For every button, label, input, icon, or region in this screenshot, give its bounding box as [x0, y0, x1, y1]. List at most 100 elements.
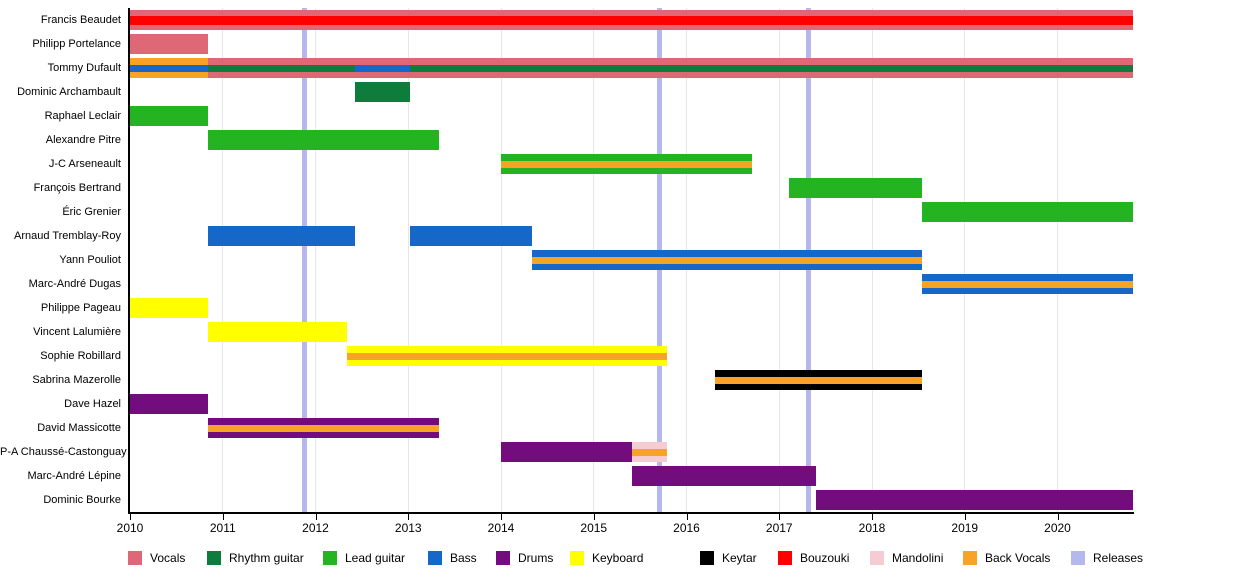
member-bar: [501, 154, 753, 174]
x-axis-tick: [501, 514, 502, 520]
member-row: [130, 344, 1134, 368]
member-row: [130, 416, 1134, 440]
member-row: [130, 80, 1134, 104]
member-bar: [130, 394, 208, 414]
x-axis-tick: [130, 514, 131, 520]
x-axis-tick: [686, 514, 688, 520]
member-row: [130, 488, 1134, 512]
role-stripe: [207, 425, 439, 432]
member-bar: [501, 442, 632, 462]
legend-item-keyboard: Keyboard: [570, 550, 643, 566]
member-bar: [130, 10, 1133, 30]
member-label: Yann Pouliot: [59, 254, 121, 266]
member-row: [130, 392, 1134, 416]
year-gridline: [964, 8, 966, 512]
x-axis-tick-label: 2013: [394, 521, 422, 535]
member-bar: [207, 418, 439, 438]
legend-label: Drums: [518, 551, 554, 565]
x-axis-tick: [1057, 514, 1059, 520]
legend-label: Keyboard: [592, 551, 644, 565]
member-bar: [207, 130, 439, 150]
x-axis-tick: [872, 514, 873, 520]
member-bar: [207, 58, 1133, 78]
member-label: François Bertrand: [33, 182, 121, 194]
legend-item-bass: Bass: [428, 550, 477, 566]
role-stripe: [922, 281, 1133, 288]
member-label: Philippe Pageau: [40, 302, 121, 314]
legend-swatch-mandolini: [870, 551, 884, 565]
member-row: [130, 32, 1134, 56]
member-label: David Massicotte: [37, 422, 121, 434]
legend-swatch-drums: [496, 551, 510, 565]
legend-swatch-bass: [428, 551, 442, 565]
member-row: [130, 440, 1134, 464]
x-axis-tick-label: 2018: [858, 521, 886, 535]
legend-label: Vocals: [150, 551, 186, 565]
legend-item-mandolini: Mandolini: [870, 550, 943, 566]
member-bar: [347, 346, 668, 366]
member-bar: [410, 226, 532, 246]
role-stripe: [130, 16, 1133, 25]
legend-label: Lead guitar: [345, 551, 406, 565]
role-stripe: [410, 65, 1133, 72]
member-row: [130, 200, 1134, 224]
member-row: [130, 464, 1134, 488]
member-row: [130, 272, 1134, 296]
member-row: [130, 56, 1134, 80]
year-gridline: [222, 8, 224, 512]
x-axis-tick-label: 2015: [580, 521, 608, 535]
member-bar: [816, 490, 1133, 510]
member-label: Dominic Bourke: [43, 494, 121, 506]
x-axis-tick: [964, 514, 966, 520]
member-row: [130, 152, 1134, 176]
member-label: Raphael Leclair: [44, 110, 121, 122]
legend-swatch-keytar: [700, 551, 714, 565]
legend-item-keytar: Keytar: [700, 550, 757, 566]
role-stripe: [207, 65, 356, 72]
x-axis-tick: [408, 514, 410, 520]
x-axis-tick: [779, 514, 781, 520]
member-row: [130, 176, 1134, 200]
legend-item-lead_guitar: Lead guitar: [323, 550, 405, 566]
legend-item-bouzouki: Bouzouki: [778, 550, 849, 566]
x-axis-tick-label: 2019: [951, 521, 979, 535]
member-row: [130, 8, 1134, 32]
legend-swatch-vocals: [128, 551, 142, 565]
legend-swatch-keyboard: [570, 551, 584, 565]
member-label: Dave Hazel: [64, 398, 121, 410]
member-label: J-C Arseneault: [48, 158, 121, 170]
member-label: P-A Chaussé-Castonguay: [0, 446, 127, 458]
member-bar: [130, 34, 208, 54]
legend-item-rhythm_guitar: Rhythm guitar: [207, 550, 304, 566]
member-bar: [207, 322, 348, 342]
legend-swatch-bouzouki: [778, 551, 792, 565]
member-bar: [631, 442, 667, 462]
member-bar: [531, 250, 923, 270]
x-axis-tick-label: 2020: [1044, 521, 1071, 535]
member-bar: [130, 106, 208, 126]
role-stripe: [501, 161, 753, 168]
member-row: [130, 320, 1134, 344]
member-row: [130, 248, 1134, 272]
x-axis-tick: [222, 514, 224, 520]
x-axis-tick-label: 2016: [673, 521, 700, 535]
plot-area: [128, 8, 1134, 514]
member-row: [130, 104, 1134, 128]
x-axis-tick-label: 2010: [116, 521, 144, 535]
member-row: [130, 296, 1134, 320]
role-stripe: [130, 65, 208, 72]
member-label: Alexandre Pitre: [45, 134, 121, 146]
legend-swatch-releases: [1071, 551, 1085, 565]
member-row: [130, 128, 1134, 152]
legend-label: Rhythm guitar: [229, 551, 304, 565]
x-axis-tick-label: 2012: [302, 521, 329, 535]
legend-label: Mandolini: [892, 551, 944, 565]
legend-label: Bouzouki: [800, 551, 850, 565]
role-stripe: [631, 449, 667, 456]
legend-swatch-lead_guitar: [323, 551, 337, 565]
legend-swatch-rhythm_guitar: [207, 551, 221, 565]
legend-label: Keytar: [722, 551, 757, 565]
member-label: Philipp Portelance: [32, 38, 121, 50]
member-bar: [355, 82, 411, 102]
